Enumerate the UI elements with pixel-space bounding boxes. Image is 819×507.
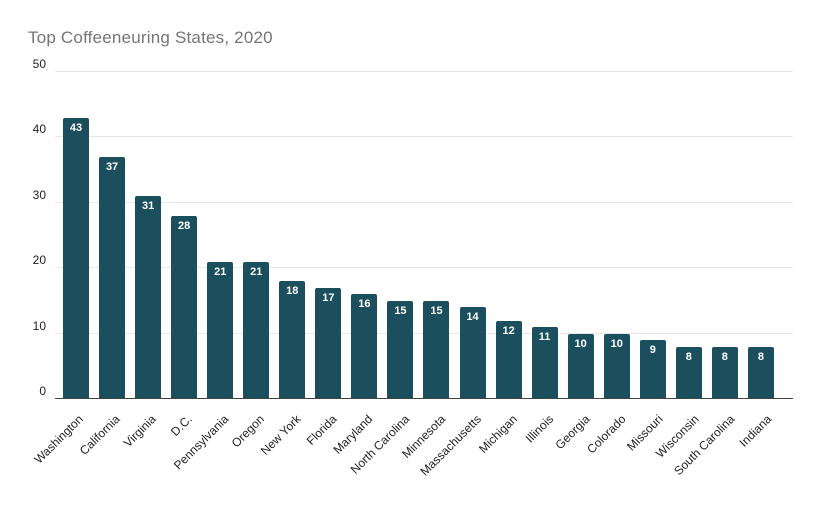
gridline-40 xyxy=(55,136,793,138)
bar-south-carolina: 8 xyxy=(711,346,738,399)
gridline-50 xyxy=(55,71,793,72)
bar-slot: 8 xyxy=(743,72,779,399)
x-tick-label-michigan: Michigan xyxy=(476,412,521,456)
bar-slot: 8 xyxy=(671,72,707,399)
bar-oregon: 21 xyxy=(243,261,270,399)
bar-slot: 8 xyxy=(707,72,743,399)
bar-value-label: 9 xyxy=(649,344,656,357)
bar-slot: 9 xyxy=(635,72,671,399)
bar-value-label: 21 xyxy=(214,265,227,278)
bar-minnesota: 15 xyxy=(423,300,450,399)
bar-value-label: 11 xyxy=(538,331,551,344)
bar-georgia: 10 xyxy=(567,333,594,399)
bar-slot: 16 xyxy=(346,72,382,399)
y-tick-label-40: 40 xyxy=(32,122,46,137)
bar-maryland: 16 xyxy=(351,294,378,399)
bar-missouri: 9 xyxy=(639,340,666,399)
bar-value-label: 15 xyxy=(394,304,407,317)
bar-wisconsin: 8 xyxy=(675,346,702,399)
bar-colorado: 10 xyxy=(603,333,630,399)
bar-value-label: 17 xyxy=(322,291,335,304)
bar-slot: 17 xyxy=(310,72,346,399)
bar-value-label: 18 xyxy=(286,285,299,298)
bar-slot: 21 xyxy=(202,72,238,399)
bar-slot: 28 xyxy=(166,72,202,399)
bar-michigan: 12 xyxy=(495,320,522,399)
gridline-30 xyxy=(55,201,793,203)
bar-north-carolina: 15 xyxy=(387,300,414,399)
y-tick-label-0: 0 xyxy=(39,384,46,398)
bar-value-label: 8 xyxy=(685,350,692,363)
bar-value-label: 21 xyxy=(250,265,263,278)
bar-value-label: 31 xyxy=(141,200,155,213)
bar-value-label: 15 xyxy=(430,304,443,317)
bar-illinois: 11 xyxy=(531,327,558,399)
bar-slot: 10 xyxy=(563,72,599,399)
y-tick-label-20: 20 xyxy=(32,253,46,268)
plot-area: 43 37 31 28 21 21 18 17 16 15 15 14 12 11 10 10 9 8 8 8 0 10… xyxy=(33,57,793,399)
bar-massachusetts: 14 xyxy=(459,307,486,399)
x-tick-label-colorado: Colorado xyxy=(584,412,629,457)
bar-new-york: 18 xyxy=(279,281,306,399)
bar-indiana: 8 xyxy=(747,346,774,399)
x-tick-label-indiana: Indiana xyxy=(736,412,774,450)
x-tick-label-virginia: Virginia xyxy=(120,412,159,451)
bar-slot: 37 xyxy=(94,72,130,399)
bar-value-label: 8 xyxy=(721,350,728,363)
bar-florida: 17 xyxy=(315,287,342,399)
bar-slot: 15 xyxy=(418,72,454,399)
bar-slot: 12 xyxy=(491,72,527,399)
x-axis-baseline xyxy=(55,398,793,399)
chart-title: Top Coffeeneuring States, 2020 xyxy=(28,28,273,47)
y-tick-label-50: 50 xyxy=(32,57,46,71)
bar-slot: 31 xyxy=(130,72,166,399)
bar-slot: 10 xyxy=(599,72,635,399)
bar-value-label: 28 xyxy=(178,219,191,232)
bar-slot: 15 xyxy=(382,72,418,399)
y-tick-label-10: 10 xyxy=(32,318,46,333)
bar-washington: 43 xyxy=(63,117,90,399)
x-tick-label-illinois: Illinois xyxy=(523,412,557,446)
x-tick-label-washington: Washington xyxy=(31,412,86,467)
bar-value-label: 14 xyxy=(466,311,479,324)
bar-slot: 14 xyxy=(455,72,491,399)
bar-value-label: 37 xyxy=(105,161,119,174)
bar-slot: 11 xyxy=(527,72,563,399)
bar-california: 37 xyxy=(99,157,126,399)
bar-value-label: 8 xyxy=(757,350,764,363)
bar-series: 43 37 31 28 21 21 18 17 16 15 15 14 12 11 10 10 9 8 8 8 xyxy=(58,72,779,399)
bar-virginia: 31 xyxy=(135,196,162,399)
bar-slot: 43 xyxy=(58,72,94,399)
bar-value-label: 10 xyxy=(574,337,587,350)
bar-value-label: 16 xyxy=(358,298,371,311)
bar-value-label: 12 xyxy=(502,324,515,337)
bar-d-c: 28 xyxy=(171,215,198,399)
x-axis-labels: Washington California Virginia D.C. Pennsylv… xyxy=(32,400,782,505)
bar-pennsylvania: 21 xyxy=(207,261,234,399)
bar-value-label: 10 xyxy=(610,337,623,350)
x-tick-label-d-c: D.C. xyxy=(167,412,195,439)
bar-value-label: 43 xyxy=(69,121,83,134)
gridline-20 xyxy=(55,267,793,269)
y-tick-label-30: 30 xyxy=(32,187,46,202)
bar-slot: 18 xyxy=(274,72,310,399)
bar-slot: 21 xyxy=(238,72,274,399)
